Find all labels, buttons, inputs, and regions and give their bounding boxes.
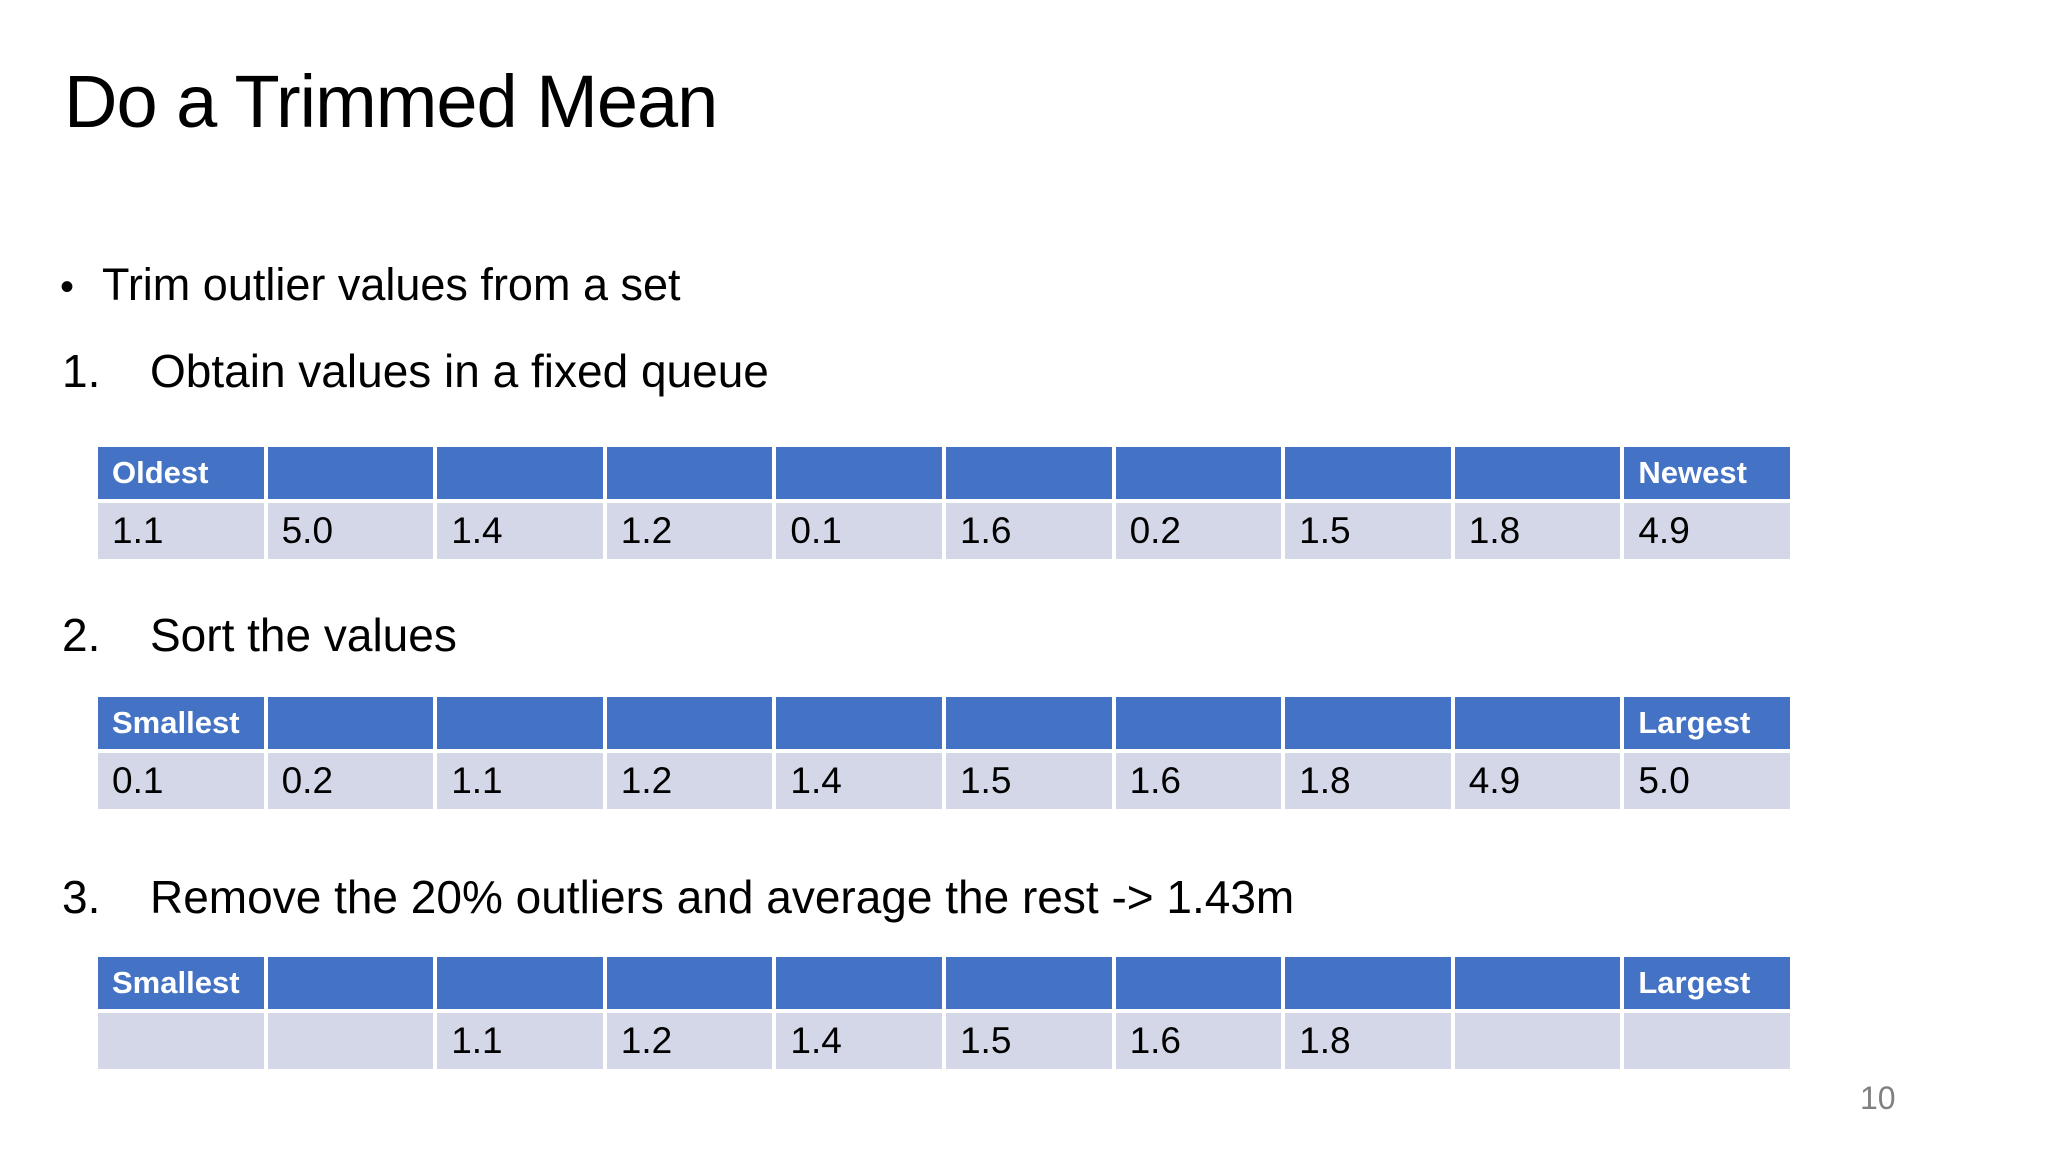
step-3-label: Remove the 20% outliers and average the … bbox=[150, 871, 1295, 923]
table-header-cell: Newest bbox=[1620, 443, 1794, 503]
step-1-heading: 1. Obtain values in a fixed queue bbox=[62, 342, 769, 402]
table-value-cell: 1.2 bbox=[602, 499, 777, 563]
table-header-cell bbox=[941, 443, 1116, 503]
table-value-cell: 4.9 bbox=[1450, 749, 1625, 813]
fixed-queue-table: Oldest Newest 1.1 5.0 1.4 1.2 0.1 1.6 0.2 1.5 1.8… bbox=[94, 443, 1794, 563]
table-value-cell: 4.9 bbox=[1620, 499, 1794, 563]
table-value-cell: 1.6 bbox=[1111, 749, 1286, 813]
table-header-cell: Oldest bbox=[94, 443, 268, 503]
table-header-cell bbox=[772, 443, 946, 503]
table-value-cell: 1.4 bbox=[772, 749, 946, 813]
table-header-cell bbox=[1111, 953, 1286, 1013]
table-header-row: Smallest Largest bbox=[94, 953, 1794, 1013]
table-value-row: 1.1 5.0 1.4 1.2 0.1 1.6 0.2 1.5 1.8 4.9 bbox=[94, 499, 1794, 563]
table-header-cell bbox=[263, 693, 438, 753]
table-value-cell: 5.0 bbox=[1620, 749, 1794, 813]
table-value-cell: 1.1 bbox=[94, 499, 268, 563]
table-header-cell: Largest bbox=[1620, 953, 1794, 1013]
table-value-cell: 1.1 bbox=[433, 749, 607, 813]
step-2-label: Sort the values bbox=[150, 609, 457, 661]
table-value-cell: 1.1 bbox=[433, 1009, 607, 1073]
table-value-cell: 1.5 bbox=[941, 1009, 1116, 1073]
slide-title: Do a Trimmed Mean bbox=[64, 60, 718, 143]
table-header-cell bbox=[1281, 693, 1455, 753]
step-1-number: 1. bbox=[62, 345, 101, 397]
table-value-cell: 1.8 bbox=[1281, 1009, 1455, 1073]
bullet-item: • Trim outlier values from a set bbox=[60, 256, 681, 315]
bullet-icon: • bbox=[60, 265, 75, 309]
table-header-cell bbox=[433, 693, 607, 753]
step-2-number: 2. bbox=[62, 609, 101, 661]
table-header-cell bbox=[1111, 443, 1286, 503]
table-header-cell bbox=[1281, 953, 1455, 1013]
sorted-values-table: Smallest Largest 0.1 0.2 1.1 1.2 1.4 1.5 1.6 1.8… bbox=[94, 693, 1794, 813]
table-value-cell bbox=[1620, 1009, 1794, 1073]
table-value-cell: 1.4 bbox=[772, 1009, 946, 1073]
table-header-cell bbox=[941, 693, 1116, 753]
table-value-cell: 0.2 bbox=[263, 749, 438, 813]
table-value-cell: 0.2 bbox=[1111, 499, 1286, 563]
table-header-cell bbox=[602, 443, 777, 503]
table-value-cell: 0.1 bbox=[94, 749, 268, 813]
table-value-cell bbox=[94, 1009, 268, 1073]
table-header-cell bbox=[941, 953, 1116, 1013]
table-value-cell: 1.5 bbox=[1281, 499, 1455, 563]
table-value-cell: 1.8 bbox=[1281, 749, 1455, 813]
table-header-cell bbox=[433, 953, 607, 1013]
table-header-cell bbox=[1450, 443, 1625, 503]
trimmed-values-table: Smallest Largest 1.1 1.2 1.4 1.5 1.6 1.8 bbox=[94, 953, 1794, 1073]
table-value-cell: 5.0 bbox=[263, 499, 438, 563]
table-header-cell bbox=[263, 953, 438, 1013]
table-header-cell: Smallest bbox=[94, 953, 268, 1013]
table-value-cell: 1.2 bbox=[602, 1009, 777, 1073]
table-header-cell: Largest bbox=[1620, 693, 1794, 753]
table-value-cell bbox=[1450, 1009, 1625, 1073]
table-header-cell bbox=[602, 693, 777, 753]
page-number: 10 bbox=[1860, 1080, 1896, 1116]
table-value-cell: 1.6 bbox=[1111, 1009, 1286, 1073]
table-value-cell: 1.2 bbox=[602, 749, 777, 813]
table-header-cell bbox=[1111, 693, 1286, 753]
table-value-cell: 1.4 bbox=[433, 499, 607, 563]
table-value-row: 0.1 0.2 1.1 1.2 1.4 1.5 1.6 1.8 4.9 5.0 bbox=[94, 749, 1794, 813]
table-header-cell bbox=[602, 953, 777, 1013]
table-value-cell: 1.5 bbox=[941, 749, 1116, 813]
table-header-cell bbox=[433, 443, 607, 503]
table-header-cell bbox=[1450, 953, 1625, 1013]
step-3-number: 3. bbox=[62, 871, 101, 923]
table-header-row: Oldest Newest bbox=[94, 443, 1794, 503]
table-header-cell bbox=[263, 443, 438, 503]
table-header-cell bbox=[1281, 443, 1455, 503]
table-value-cell: 1.8 bbox=[1450, 499, 1625, 563]
step-3-heading: 3. Remove the 20% outliers and average th… bbox=[62, 868, 1294, 928]
table-value-cell bbox=[263, 1009, 438, 1073]
table-header-cell bbox=[1450, 693, 1625, 753]
table-header-cell: Smallest bbox=[94, 693, 268, 753]
table-value-cell: 0.1 bbox=[772, 499, 946, 563]
table-header-cell bbox=[772, 693, 946, 753]
table-header-row: Smallest Largest bbox=[94, 693, 1794, 753]
step-1-label: Obtain values in a fixed queue bbox=[150, 345, 769, 397]
table-value-row: 1.1 1.2 1.4 1.5 1.6 1.8 bbox=[94, 1009, 1794, 1073]
bullet-text: Trim outlier values from a set bbox=[102, 259, 681, 310]
step-2-heading: 2. Sort the values bbox=[62, 606, 457, 666]
table-header-cell bbox=[772, 953, 946, 1013]
table-value-cell: 1.6 bbox=[941, 499, 1116, 563]
